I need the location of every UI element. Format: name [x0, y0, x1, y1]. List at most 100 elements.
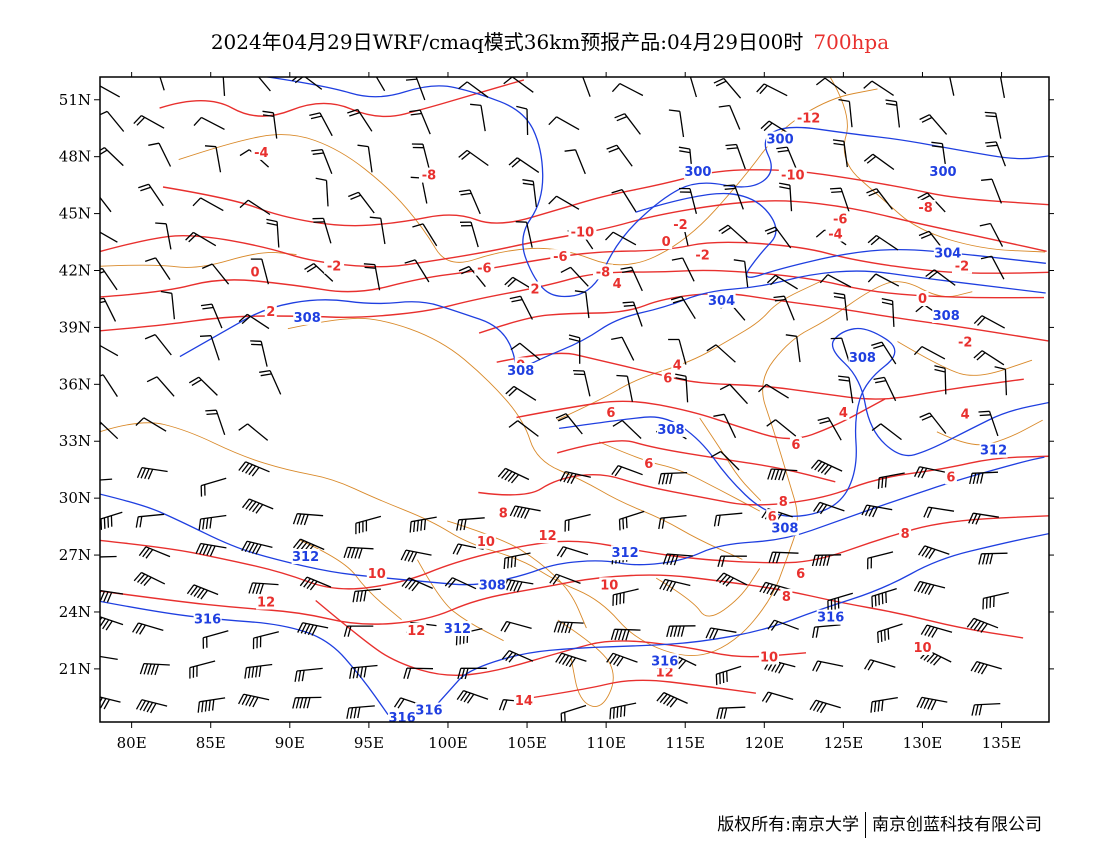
contour-label: -2: [955, 260, 969, 275]
wind-barb: [292, 696, 322, 709]
wind-barb: [347, 108, 373, 132]
wind-barb: [999, 77, 1006, 99]
wind-barb: [773, 295, 795, 321]
wind-barb: [516, 105, 529, 136]
wind-barb: [309, 112, 333, 137]
contour-label: 4: [839, 406, 848, 421]
contour-label-bg: [550, 249, 571, 265]
wind-barb: [870, 696, 898, 713]
wind-barb: [144, 334, 172, 356]
wind-barb: [670, 295, 696, 320]
wind-barb: [675, 373, 689, 403]
wind-barb: [568, 334, 581, 364]
contour-label: -6: [833, 212, 847, 227]
wind-barb: [304, 263, 334, 282]
wind-barb: [689, 77, 698, 98]
contour-label: -4: [828, 228, 842, 243]
wind-barb: [200, 303, 223, 329]
wind-barb: [100, 696, 121, 710]
lat-tick-label: 51N: [59, 91, 91, 109]
wind-barb: [266, 218, 280, 248]
lat-tick-label: 39N: [59, 318, 91, 336]
contour-label-bg: [419, 167, 439, 183]
wind-barb: [205, 409, 226, 436]
lon-tick-label: 125E: [824, 734, 864, 752]
contour-label-bg: [952, 258, 972, 274]
wind-barb: [138, 546, 171, 559]
wind-barb: [556, 546, 589, 558]
wind-barb: [812, 624, 841, 639]
contour-label-bg: [324, 258, 345, 274]
wind-barb: [201, 263, 230, 285]
wind-barb: [133, 571, 166, 587]
wind-barb: [401, 577, 433, 592]
lon-tick-label: 100E: [428, 734, 468, 752]
contour-label-bg: [650, 653, 679, 669]
contour-label-bg: [474, 260, 495, 276]
wind-barb: [881, 297, 895, 327]
wind-barb: [668, 109, 685, 138]
border-line: [556, 281, 821, 421]
wind-barb: [508, 420, 539, 437]
wind-barb: [981, 178, 1003, 204]
wind-barb: [611, 83, 644, 97]
contour-label-bg: [766, 131, 795, 147]
contour-label: 12: [656, 666, 674, 681]
wind-barb: [785, 334, 801, 363]
wind-barb: [548, 195, 580, 210]
wind-barb: [501, 650, 534, 663]
wind-barb: [611, 188, 637, 212]
wind-barb: [830, 337, 851, 364]
wind-barb: [315, 177, 329, 207]
wind-barb: [713, 77, 742, 99]
contour-label-bg: [642, 456, 655, 471]
border-line: [100, 252, 297, 268]
wind-barb: [611, 464, 643, 477]
wind-barb: [238, 461, 270, 477]
contour-label: 300: [929, 165, 956, 180]
wind-barb: [357, 144, 373, 173]
wind-barb: [188, 376, 218, 396]
wind-barb: [733, 259, 749, 288]
wind-barb: [135, 513, 165, 528]
wind-barb: [510, 342, 541, 361]
contour-label-bg: [293, 309, 322, 325]
wind-barb: [343, 625, 374, 637]
contour-label: 8: [779, 495, 788, 510]
contour-label: 308: [771, 522, 798, 537]
border-line: [829, 77, 1046, 253]
wind-barb: [186, 584, 219, 600]
wind-barb: [871, 423, 902, 441]
wind-barb: [500, 620, 532, 633]
wind-barb: [458, 265, 486, 288]
wind-barb: [919, 412, 947, 434]
contour-label-bg: [654, 664, 675, 680]
wind-barb: [144, 257, 171, 280]
wind-barb: [723, 184, 744, 210]
contour-label: -6: [477, 262, 491, 277]
wind-barb: [612, 419, 642, 439]
wind-barb: [100, 655, 118, 661]
wind-barb: [515, 221, 533, 248]
geopotential-line: [179, 270, 1046, 376]
wind-barb: [666, 625, 696, 638]
wind-barb: [618, 510, 645, 531]
wind-barb: [259, 369, 282, 395]
wind-barb: [813, 501, 845, 515]
isotherm-line: [100, 200, 1047, 268]
contour-label: 12: [539, 529, 557, 544]
contour-label: 4: [961, 408, 970, 423]
wind-barb: [160, 290, 176, 320]
wind-barb: [355, 515, 382, 535]
wind-barb: [292, 513, 324, 526]
copyright-owner: 版权所有:南京大学: [717, 815, 859, 835]
contour-label: 312: [612, 546, 639, 561]
wind-barb: [768, 551, 799, 564]
wind-barb: [611, 336, 635, 361]
contour-label: -8: [422, 169, 436, 184]
wind-barb: [369, 216, 386, 245]
wind-barb: [832, 139, 848, 168]
contour-label-bg: [707, 292, 736, 308]
wind-barb: [459, 221, 479, 248]
wind-barb: [668, 338, 687, 365]
